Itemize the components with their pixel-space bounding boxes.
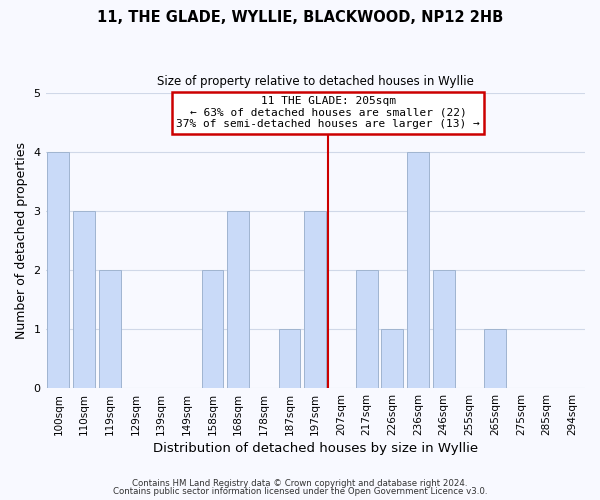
Bar [99, 270, 121, 388]
Bar [47, 152, 70, 388]
Bar [202, 270, 223, 388]
Bar [227, 211, 249, 388]
Bar [433, 270, 455, 388]
X-axis label: Distribution of detached houses by size in Wyllie: Distribution of detached houses by size … [153, 442, 478, 455]
Bar [356, 270, 377, 388]
Title: Size of property relative to detached houses in Wyllie: Size of property relative to detached ho… [157, 75, 474, 88]
Y-axis label: Number of detached properties: Number of detached properties [15, 142, 28, 339]
Text: 11, THE GLADE, WYLLIE, BLACKWOOD, NP12 2HB: 11, THE GLADE, WYLLIE, BLACKWOOD, NP12 2… [97, 10, 503, 25]
Bar [407, 152, 429, 388]
Bar [382, 329, 403, 388]
Bar [278, 329, 301, 388]
Text: 11 THE GLADE: 205sqm
← 63% of detached houses are smaller (22)
37% of semi-detac: 11 THE GLADE: 205sqm ← 63% of detached h… [176, 96, 480, 130]
Bar [304, 211, 326, 388]
Bar [484, 329, 506, 388]
Bar [73, 211, 95, 388]
Text: Contains HM Land Registry data © Crown copyright and database right 2024.: Contains HM Land Registry data © Crown c… [132, 478, 468, 488]
Text: Contains public sector information licensed under the Open Government Licence v3: Contains public sector information licen… [113, 487, 487, 496]
